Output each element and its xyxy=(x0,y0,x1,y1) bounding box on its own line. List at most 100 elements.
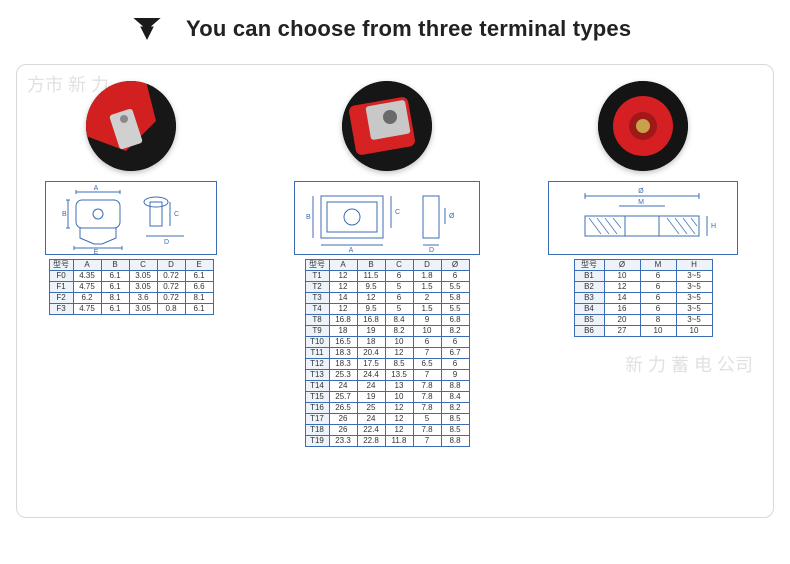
row-key: B6 xyxy=(574,326,604,337)
cell: 6 xyxy=(441,337,469,348)
cell: 5.5 xyxy=(441,282,469,293)
cell: 7.8 xyxy=(413,403,441,414)
cell: 12 xyxy=(385,403,413,414)
terminal-f-photo xyxy=(86,81,176,171)
cell: 7 xyxy=(413,348,441,359)
table-row: B6271010 xyxy=(574,326,712,337)
cell: 19 xyxy=(357,392,385,403)
svg-text:D: D xyxy=(429,247,434,254)
cell: 8.4 xyxy=(385,315,413,326)
cell: 3.05 xyxy=(129,304,157,315)
cell: 9.5 xyxy=(357,282,385,293)
row-key: B5 xyxy=(574,315,604,326)
cell: 25 xyxy=(357,403,385,414)
table-row: B52083~5 xyxy=(574,315,712,326)
cell: 25.3 xyxy=(329,370,357,381)
cell: 9 xyxy=(413,315,441,326)
cell: 7.8 xyxy=(413,392,441,403)
cell: 11.8 xyxy=(385,436,413,447)
table-row: T11211.561.86 xyxy=(305,271,469,282)
cell: 14 xyxy=(329,293,357,304)
table-row: F34.756.13.050.86.1 xyxy=(49,304,213,315)
row-key: T10 xyxy=(305,337,329,348)
cell: 8.1 xyxy=(101,293,129,304)
cell: 6.1 xyxy=(101,304,129,315)
cell: 17.5 xyxy=(357,359,385,370)
row-key: T15 xyxy=(305,392,329,403)
terminal-t-table: 型号 A B C D Ø T11211.561.86T2129.551.55.5… xyxy=(305,259,470,447)
row-key: T11 xyxy=(305,348,329,359)
cell: 3.05 xyxy=(129,282,157,293)
table-row: B11063~5 xyxy=(574,271,712,282)
cell: 8.1 xyxy=(185,293,213,304)
svg-text:A: A xyxy=(349,247,354,254)
cell: 27 xyxy=(604,326,640,337)
cell: 7 xyxy=(413,370,441,381)
cell: 26 xyxy=(329,425,357,436)
cell: 4.35 xyxy=(73,271,101,282)
row-key: T2 xyxy=(305,282,329,293)
cell: 8.8 xyxy=(441,436,469,447)
cell: 18 xyxy=(357,337,385,348)
arrow-down-icon xyxy=(130,14,164,44)
cell: 3.05 xyxy=(129,271,157,282)
cell: 2 xyxy=(413,293,441,304)
table-row: B31463~5 xyxy=(574,293,712,304)
row-key: T1 xyxy=(305,271,329,282)
cell: 9.5 xyxy=(357,304,385,315)
cell: 16.8 xyxy=(357,315,385,326)
svg-text:H: H xyxy=(711,223,716,230)
cell: 6 xyxy=(441,271,469,282)
cell: 26 xyxy=(329,414,357,425)
cell: 6 xyxy=(640,293,676,304)
cell: 6 xyxy=(441,359,469,370)
cell: 24 xyxy=(329,381,357,392)
cell: 8.2 xyxy=(441,403,469,414)
cell: 8.8 xyxy=(441,381,469,392)
row-key: T4 xyxy=(305,304,329,315)
cell: 5.5 xyxy=(441,304,469,315)
row-key: F2 xyxy=(49,293,73,304)
cell: 6 xyxy=(640,282,676,293)
svg-text:B: B xyxy=(62,211,67,218)
table-row: F26.28.13.60.728.1 xyxy=(49,293,213,304)
cell: 6 xyxy=(413,337,441,348)
table-row: T142424137.88.8 xyxy=(305,381,469,392)
cell: 6.5 xyxy=(413,359,441,370)
svg-text:E: E xyxy=(94,249,99,254)
cell: 12 xyxy=(385,414,413,425)
cell: 6.2 xyxy=(73,293,101,304)
cell: 3~5 xyxy=(676,282,712,293)
cell: 19 xyxy=(357,326,385,337)
cell: 6 xyxy=(640,271,676,282)
table-row: B21263~5 xyxy=(574,282,712,293)
cell: 10 xyxy=(413,326,441,337)
cell: 14 xyxy=(604,293,640,304)
terminal-f-schematic: A B E C D xyxy=(45,181,217,255)
svg-text:C: C xyxy=(395,209,400,216)
cell: 12 xyxy=(329,282,357,293)
th-model: 型号 xyxy=(49,260,73,271)
cell: 18.3 xyxy=(329,348,357,359)
table-row: F04.356.13.050.726.1 xyxy=(49,271,213,282)
cell: 5.8 xyxy=(441,293,469,304)
table-row: B41663~5 xyxy=(574,304,712,315)
cell: 8.5 xyxy=(385,359,413,370)
table-row: T2129.551.55.5 xyxy=(305,282,469,293)
cell: 6 xyxy=(640,304,676,315)
svg-text:C: C xyxy=(174,211,179,218)
cell: 5 xyxy=(385,304,413,315)
table-row: T182622.4127.88.5 xyxy=(305,425,469,436)
cell: 3~5 xyxy=(676,304,712,315)
row-key: B1 xyxy=(574,271,604,282)
terminal-type-b: Ø M H xyxy=(533,81,753,337)
svg-text:Ø: Ø xyxy=(449,213,455,220)
cell: 6 xyxy=(385,271,413,282)
cell: 25.7 xyxy=(329,392,357,403)
row-key: F1 xyxy=(49,282,73,293)
cell: 10 xyxy=(604,271,640,282)
cell: 12 xyxy=(329,271,357,282)
table-row: T1923.322.811.878.8 xyxy=(305,436,469,447)
cell: 6.6 xyxy=(185,282,213,293)
cell: 13 xyxy=(385,381,413,392)
